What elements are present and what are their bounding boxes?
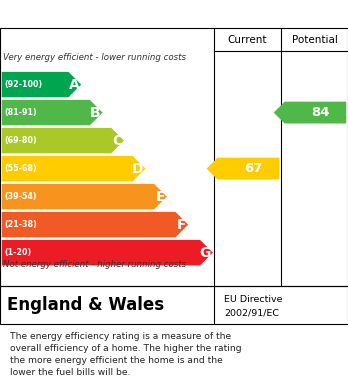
Polygon shape bbox=[2, 184, 167, 209]
Text: A: A bbox=[69, 77, 79, 91]
Text: Very energy efficient - lower running costs: Very energy efficient - lower running co… bbox=[3, 53, 186, 62]
Text: England & Wales: England & Wales bbox=[7, 296, 164, 314]
Text: (39-54): (39-54) bbox=[5, 192, 37, 201]
Text: E: E bbox=[156, 190, 165, 204]
Text: (55-68): (55-68) bbox=[5, 164, 37, 173]
Text: 2002/91/EC: 2002/91/EC bbox=[224, 309, 279, 318]
Polygon shape bbox=[274, 102, 346, 124]
Text: G: G bbox=[200, 246, 211, 260]
Polygon shape bbox=[2, 212, 188, 237]
Polygon shape bbox=[2, 156, 145, 181]
Text: Energy Efficiency Rating: Energy Efficiency Rating bbox=[63, 7, 285, 22]
Text: (81-91): (81-91) bbox=[5, 108, 37, 117]
Polygon shape bbox=[207, 158, 279, 179]
Text: EU Directive: EU Directive bbox=[224, 295, 283, 304]
Text: (1-20): (1-20) bbox=[5, 248, 32, 257]
Text: (21-38): (21-38) bbox=[5, 220, 37, 229]
Text: 67: 67 bbox=[244, 162, 262, 175]
Text: D: D bbox=[132, 161, 144, 176]
Text: Current: Current bbox=[228, 35, 267, 45]
Text: Potential: Potential bbox=[292, 35, 338, 45]
Polygon shape bbox=[2, 72, 81, 97]
Text: (92-100): (92-100) bbox=[5, 80, 43, 89]
Text: B: B bbox=[90, 106, 101, 120]
Text: The energy efficiency rating is a measure of the
overall efficiency of a home. T: The energy efficiency rating is a measur… bbox=[10, 332, 242, 377]
Polygon shape bbox=[2, 240, 213, 265]
Text: Not energy efficient - higher running costs: Not energy efficient - higher running co… bbox=[3, 260, 186, 269]
Text: 84: 84 bbox=[311, 106, 329, 119]
Polygon shape bbox=[2, 128, 124, 153]
Polygon shape bbox=[2, 100, 103, 125]
Text: C: C bbox=[112, 134, 122, 147]
Text: F: F bbox=[177, 218, 187, 231]
Text: (69-80): (69-80) bbox=[5, 136, 37, 145]
